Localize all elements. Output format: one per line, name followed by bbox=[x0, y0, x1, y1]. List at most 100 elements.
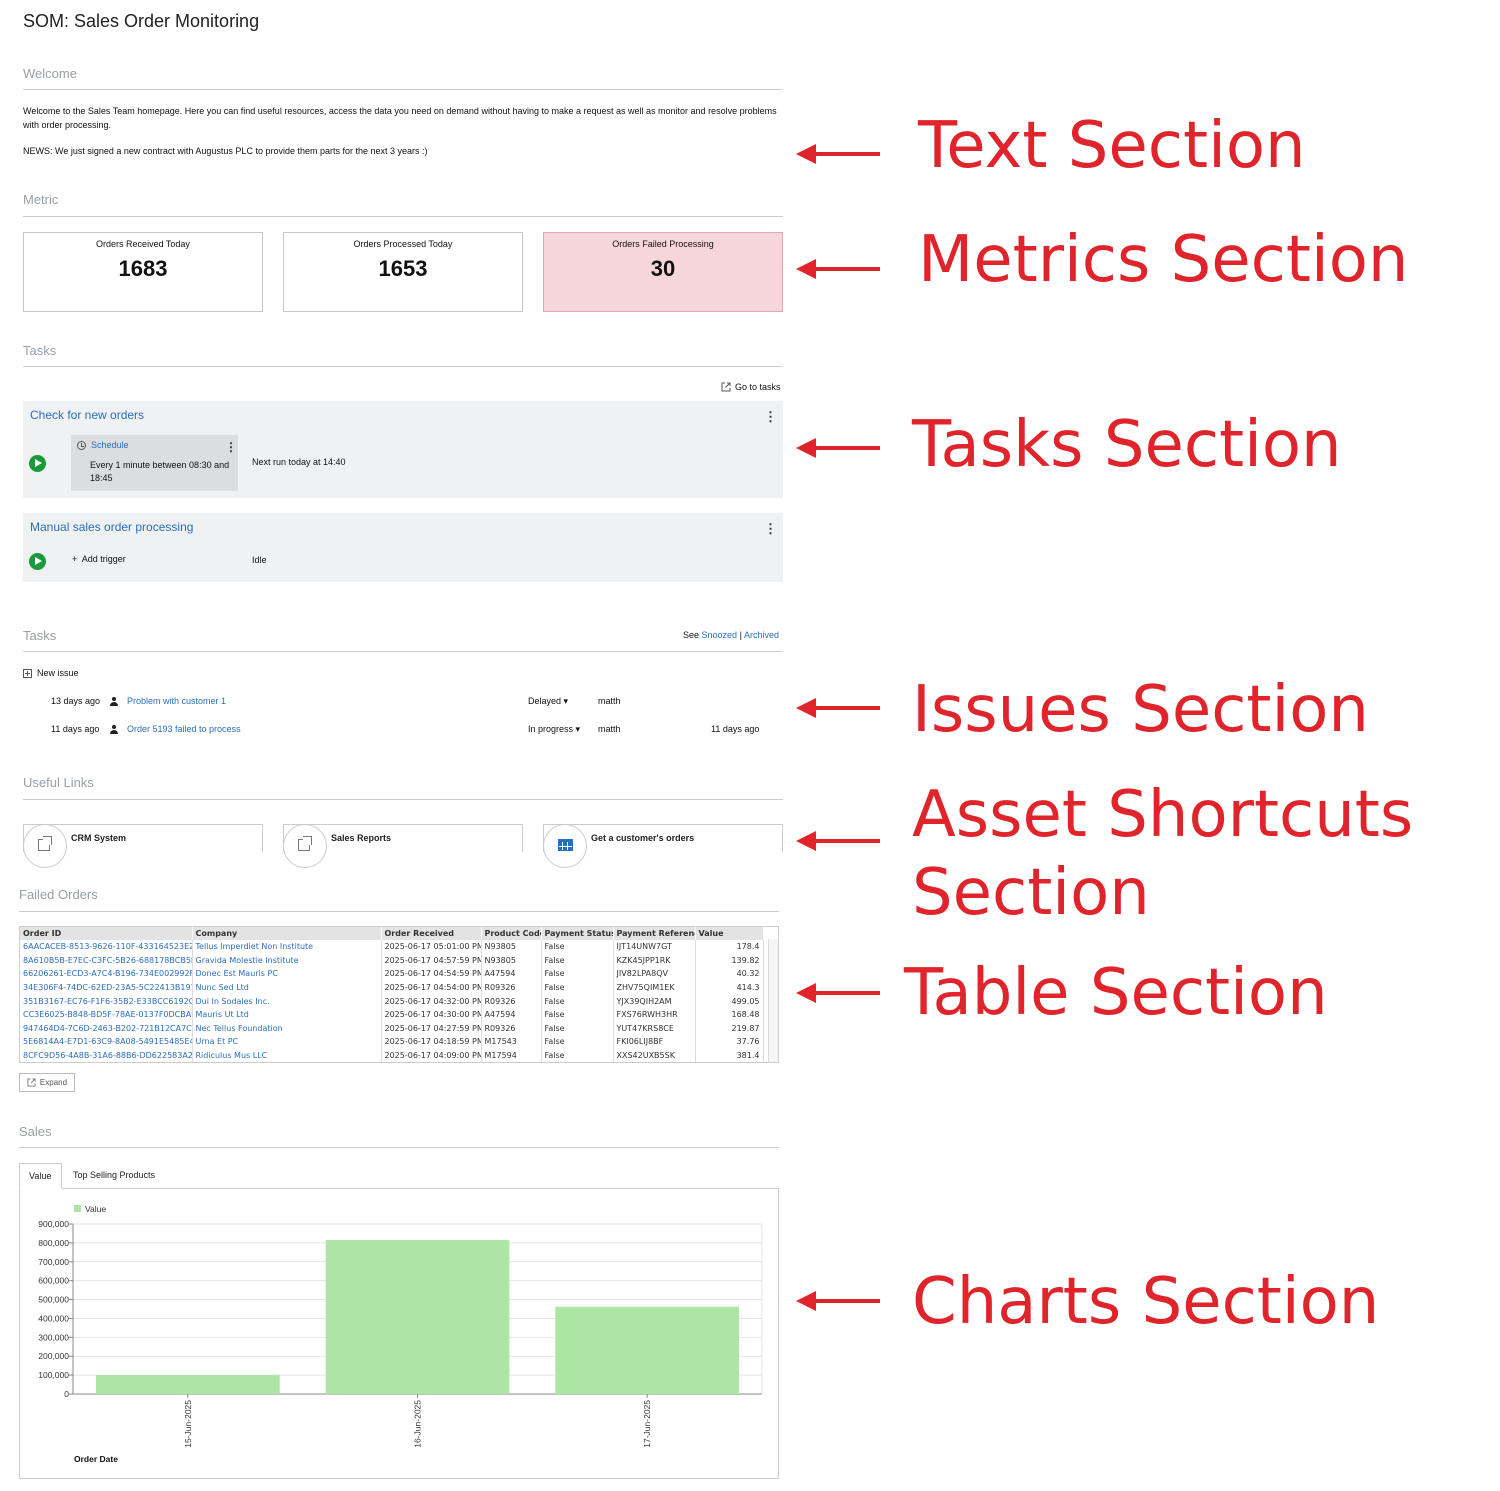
tasks-heading: Tasks bbox=[23, 343, 57, 358]
column-header[interactable]: Order ID bbox=[20, 927, 193, 940]
column-header[interactable]: Value bbox=[695, 927, 764, 940]
table-cell[interactable]: Nec Tellus Foundation bbox=[192, 1021, 382, 1036]
add-trigger-label: Add trigger bbox=[81, 554, 126, 564]
table-row[interactable]: 34E306F4-74DC-62ED-23A5-5C22413B1974 Nunc… bbox=[20, 980, 764, 995]
table-cell: 178.4 bbox=[695, 940, 764, 954]
task-title[interactable]: Check for new orders bbox=[30, 408, 145, 422]
table-cell[interactable]: Ridiculus Mus LLC bbox=[192, 1048, 382, 1062]
table-cell: False bbox=[541, 980, 614, 995]
table-cell: 2025-06-17 04:57:59 PM bbox=[381, 953, 482, 968]
column-header[interactable]: Product Code bbox=[481, 927, 542, 940]
arrow-icon bbox=[796, 259, 880, 279]
metric-divider bbox=[23, 216, 783, 217]
column-header[interactable]: Order Received bbox=[381, 927, 482, 940]
user-icon bbox=[109, 697, 119, 707]
issues-divider bbox=[23, 651, 783, 652]
table-row[interactable]: 947464D4-7C6D-2463-B202-721B12CA7C8C Nec … bbox=[20, 1021, 764, 1036]
legend-swatch bbox=[74, 1205, 81, 1212]
table-scrollbar[interactable] bbox=[768, 939, 778, 1062]
table-cell[interactable]: 5E6814A4-E7D1-63C9-8A08-5491E5485E4D bbox=[20, 1035, 193, 1049]
arrow-icon bbox=[796, 438, 880, 458]
x-tick-label: 16-Jun-2025 bbox=[413, 1400, 423, 1448]
y-tick-label: 0 bbox=[64, 1389, 69, 1399]
tab-top-selling-products[interactable]: Top Selling Products bbox=[73, 1170, 156, 1180]
table-cell: FKI06LIJ8BF bbox=[613, 1035, 696, 1049]
issue-row[interactable]: 13 days ago Problem with customer 1 Dela… bbox=[23, 696, 783, 710]
table-row[interactable]: 8A610B5B-E7EC-C3FC-5B26-688178BCB5E6 Grav… bbox=[20, 953, 764, 968]
new-issue-button[interactable]: New issue bbox=[23, 668, 79, 678]
table-cell[interactable]: 66206261-ECD3-A7C4-B196-734E002992F4 bbox=[20, 967, 193, 981]
table-cell: 2025-06-17 04:30:00 PM bbox=[381, 1007, 482, 1022]
table-row[interactable]: 6AACACEB-8513-9626-110F-433164523E2C Tell… bbox=[20, 940, 764, 954]
y-tick-label: 800,000 bbox=[38, 1238, 69, 1248]
run-task-icon[interactable] bbox=[29, 455, 46, 472]
table-row[interactable]: 351B3167-EC76-F1F6-35B2-E33BCC6192CC Dui … bbox=[20, 994, 764, 1008]
issue-age: 11 days ago bbox=[51, 724, 100, 734]
table-cell[interactable]: Donec Est Mauris PC bbox=[192, 967, 382, 981]
metric-card-failed: Orders Failed Processing 30 bbox=[543, 232, 783, 312]
more-options-icon[interactable]: ⋮ bbox=[764, 409, 777, 424]
table-cell: M17543 bbox=[481, 1035, 542, 1049]
run-task-icon[interactable] bbox=[29, 553, 46, 570]
table-cell[interactable]: 34E306F4-74DC-62ED-23A5-5C22413B1974 bbox=[20, 980, 193, 995]
metric-value: 30 bbox=[650, 256, 676, 281]
useful-links-heading: Useful Links bbox=[23, 775, 94, 790]
schedule-description: Every 1 minute between 08:30 and 18:45 bbox=[90, 460, 230, 483]
more-options-icon[interactable]: ⋮ bbox=[764, 521, 777, 536]
shortcut-customer-orders[interactable]: Get a customer's orders bbox=[543, 824, 783, 868]
table-cell[interactable]: 8A610B5B-E7EC-C3FC-5B26-688178BCB5E6 bbox=[20, 953, 193, 968]
table-cell[interactable]: 6AACACEB-8513-9626-110F-433164523E2C bbox=[20, 940, 193, 954]
table-row[interactable]: 66206261-ECD3-A7C4-B196-734E002992F4 Done… bbox=[20, 967, 764, 981]
metric-label: Orders Processed Today bbox=[353, 239, 453, 249]
metric-value: 1683 bbox=[118, 256, 168, 281]
table-cell[interactable]: 947464D4-7C6D-2463-B202-721B12CA7C8C bbox=[20, 1021, 193, 1036]
issue-row[interactable]: 11 days ago Order 5193 failed to process… bbox=[23, 724, 783, 738]
tab-value[interactable]: Value bbox=[19, 1163, 62, 1189]
table-cell[interactable]: 8CFC9D56-4A8B-31A6-88B6-DD622583A281 bbox=[20, 1048, 193, 1062]
x-tick-label: 17-Jun-2025 bbox=[642, 1400, 652, 1448]
table-row[interactable]: CC3E6025-B848-BD5F-78AE-0137F0DCBA9F Maur… bbox=[20, 1007, 764, 1022]
see-links: See Snoozed | Archived bbox=[683, 630, 779, 640]
metric-card-received: Orders Received Today 1683 bbox=[23, 232, 263, 312]
table-cell[interactable]: Dui In Sodales Inc. bbox=[192, 994, 382, 1008]
trigger-options-icon[interactable]: ⋮ bbox=[225, 440, 237, 454]
column-header[interactable]: Payment Status bbox=[541, 927, 614, 940]
archived-link[interactable]: Archived bbox=[743, 630, 779, 640]
table-cell: FXS76RWH3HR bbox=[613, 1007, 696, 1022]
table-cell[interactable]: Nunc Sed Ltd bbox=[192, 980, 382, 995]
column-header[interactable]: Payment Reference bbox=[613, 927, 696, 940]
schedule-trigger[interactable]: Schedule ⋮ Every 1 minute between 08:30 … bbox=[71, 435, 238, 491]
table-cell[interactable]: Tellus Imperdiet Non Institute bbox=[192, 940, 382, 954]
table-cell: 2025-06-17 04:54:59 PM bbox=[381, 967, 482, 981]
y-tick-label: 500,000 bbox=[38, 1295, 69, 1305]
expand-button[interactable]: Expand bbox=[19, 1073, 75, 1092]
sales-chart: 0 100,000 200,000 300,000 400,000 500,000 600,… bbox=[19, 1188, 779, 1479]
table-cell[interactable]: Gravida Molestie Institute bbox=[192, 953, 382, 968]
issue-title[interactable]: Problem with customer 1 bbox=[127, 696, 227, 706]
table-row[interactable]: 5E6814A4-E7D1-63C9-8A08-5491E5485E4D Urna… bbox=[20, 1035, 764, 1049]
issue-age: 13 days ago bbox=[51, 696, 101, 706]
table-cell[interactable]: Mauris Ut Ltd bbox=[192, 1007, 382, 1022]
issue-state[interactable]: Delayed ▾ bbox=[528, 696, 568, 707]
task-title[interactable]: Manual sales order processing bbox=[30, 520, 194, 534]
annotation-shortcuts-section-line2: Section bbox=[912, 856, 1150, 930]
table-row[interactable]: 8CFC9D56-4A8B-31A6-88B6-DD622583A281 Ridi… bbox=[20, 1048, 764, 1062]
go-to-tasks-link[interactable]: Go to tasks bbox=[721, 382, 781, 392]
shortcut-crm-system[interactable]: CRM System bbox=[23, 824, 263, 868]
table-cell: R09326 bbox=[481, 980, 542, 995]
issue-state[interactable]: In progress ▾ bbox=[528, 724, 580, 735]
external-link-icon bbox=[721, 382, 731, 392]
snoozed-link[interactable]: Snoozed bbox=[701, 630, 738, 640]
table-cell[interactable]: 351B3167-EC76-F1F6-35B2-E33BCC6192CC bbox=[20, 994, 193, 1008]
column-header[interactable]: Company bbox=[192, 927, 382, 940]
table-cell[interactable]: Urna Et PC bbox=[192, 1035, 382, 1049]
table-body: 6AACACEB-8513-9626-110F-433164523E2C Tell… bbox=[20, 940, 764, 1062]
table-cell[interactable]: CC3E6025-B848-BD5F-78AE-0137F0DCBA9F bbox=[20, 1007, 193, 1022]
bar bbox=[325, 1240, 510, 1394]
table-cell: YUT47KRS8CE bbox=[613, 1021, 696, 1036]
table-cell: YJX39QIH2AM bbox=[613, 994, 696, 1008]
issue-title[interactable]: Order 5193 failed to process bbox=[127, 724, 241, 734]
chevron-down-icon: ▾ bbox=[563, 696, 569, 706]
add-trigger-button[interactable]: + Add trigger bbox=[72, 554, 126, 564]
shortcut-sales-reports[interactable]: Sales Reports bbox=[283, 824, 523, 868]
